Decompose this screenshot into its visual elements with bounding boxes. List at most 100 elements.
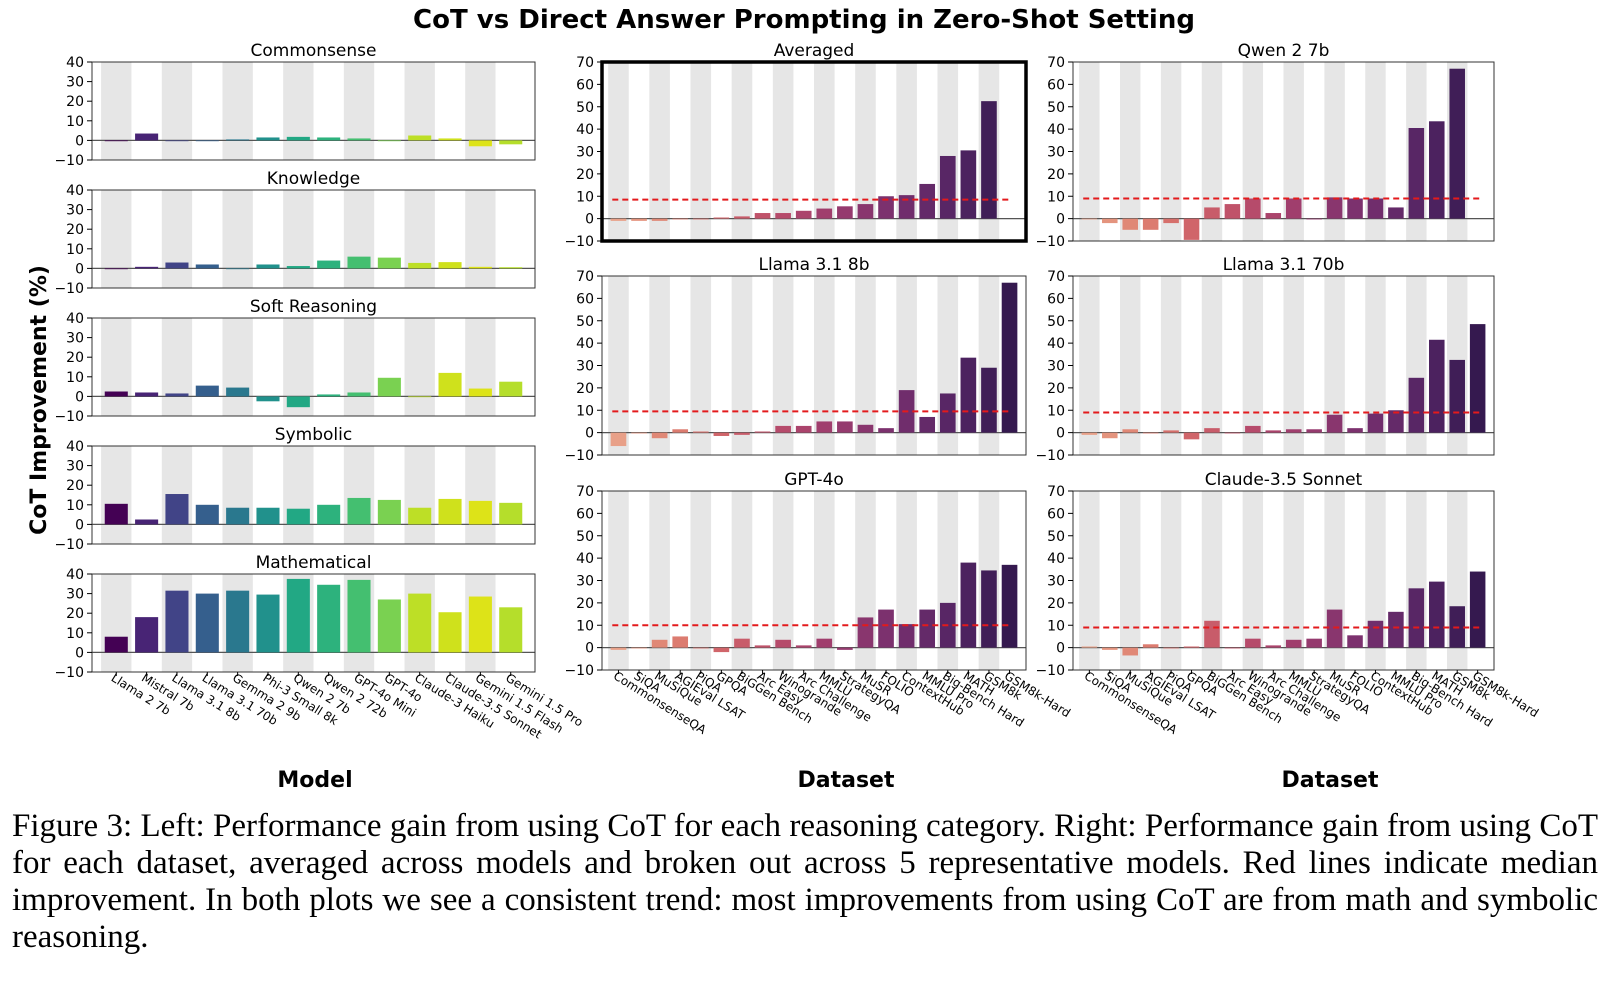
y-tick-label: 50 — [576, 100, 594, 116]
band-shading — [283, 62, 314, 160]
bar — [256, 507, 280, 525]
bar — [408, 135, 432, 141]
chart-panel: −10 0 10 20 30 40 Symbolic — [54, 425, 536, 553]
left-x-axis-label: Model — [277, 768, 352, 793]
y-tick-label: −10 — [564, 663, 594, 679]
band-shading — [731, 62, 753, 241]
bar — [1367, 198, 1384, 219]
y-tick-label: −10 — [1035, 448, 1065, 464]
y-tick-label: 50 — [1047, 314, 1065, 330]
bar — [1449, 359, 1465, 433]
bar — [1001, 564, 1018, 648]
panel-title: Mathematical — [256, 553, 372, 573]
band-shading — [1120, 491, 1141, 670]
bar — [1183, 646, 1200, 648]
bar — [499, 607, 523, 653]
band-shading — [608, 276, 629, 455]
bar — [919, 183, 936, 219]
bar — [1326, 609, 1343, 648]
y-tick-label: 0 — [585, 426, 594, 442]
bar — [1142, 218, 1159, 230]
bar — [499, 140, 523, 145]
bar — [1285, 639, 1302, 648]
chart-panels: −10 0 10 20 30 40 Commonsense −10 0 10 20 30 40 Knowl… — [54, 41, 1541, 742]
bar — [104, 268, 128, 270]
band-shading — [465, 190, 496, 288]
y-tick-label: 10 — [66, 114, 84, 130]
bar — [135, 617, 159, 653]
bar — [1183, 218, 1200, 240]
band-shading — [608, 491, 629, 670]
bar — [438, 372, 462, 397]
band-shading — [343, 318, 375, 416]
bar — [878, 196, 894, 219]
y-tick-label: 30 — [66, 331, 84, 347]
bar — [734, 216, 750, 219]
bar — [377, 499, 401, 525]
bar — [898, 195, 915, 219]
bar — [195, 140, 219, 142]
bar — [1449, 68, 1465, 219]
bar — [1142, 644, 1159, 648]
bar — [256, 137, 280, 141]
bar — [1122, 218, 1138, 230]
y-tick-label: 50 — [576, 529, 594, 545]
bar — [1429, 339, 1445, 433]
y-tick-label: 20 — [66, 350, 84, 366]
bar — [1388, 207, 1404, 219]
band-shading — [1160, 491, 1182, 670]
bar — [1245, 638, 1261, 648]
bar — [960, 357, 977, 433]
chart-panel: −10 0 10 20 30 40 50 60 70 Qwen 2 7b — [1035, 41, 1495, 250]
y-tick-label: 20 — [66, 606, 84, 622]
plot-frame — [91, 445, 536, 545]
band-shading — [1160, 62, 1182, 241]
y-tick-label: 20 — [1047, 167, 1065, 183]
band-shading — [343, 62, 375, 160]
bar — [1429, 121, 1445, 219]
bar — [1306, 638, 1322, 648]
y-tick-label: 40 — [1047, 122, 1065, 138]
band-shading — [1201, 276, 1223, 455]
band-shading — [222, 446, 253, 544]
band-shading — [161, 62, 193, 160]
bar — [610, 432, 627, 447]
bar — [408, 396, 432, 398]
band-shading — [101, 446, 132, 544]
bar — [837, 206, 853, 219]
band-shading — [161, 190, 193, 288]
bar — [499, 381, 523, 397]
y-tick-label: 10 — [576, 189, 594, 205]
y-tick-label: 0 — [1056, 426, 1065, 442]
bar — [610, 647, 627, 650]
y-tick-label: 0 — [75, 645, 84, 661]
y-tick-label: −10 — [54, 153, 84, 169]
band-shading — [222, 318, 253, 416]
bar — [1081, 432, 1098, 435]
y-tick-label: −10 — [1035, 663, 1065, 679]
y-tick-label: 60 — [1047, 291, 1065, 307]
band-shading — [814, 62, 835, 241]
band-shading — [649, 62, 670, 241]
bar — [438, 612, 462, 653]
y-tick-label: −10 — [1035, 234, 1065, 250]
bar — [1469, 324, 1486, 433]
bar — [226, 507, 250, 525]
bar — [377, 377, 401, 397]
bar — [104, 636, 128, 653]
band-shading — [1242, 491, 1264, 670]
bar — [692, 431, 709, 433]
bar — [898, 624, 915, 648]
bar — [775, 639, 791, 648]
bar — [919, 416, 936, 433]
band-shading — [731, 276, 753, 455]
figure-caption: Figure 3: Left: Performance gain from us… — [12, 808, 1598, 955]
bar — [226, 387, 250, 397]
y-tick-label: 10 — [66, 242, 84, 258]
y-tick-label: 10 — [1047, 189, 1065, 205]
bar — [1347, 428, 1363, 433]
bar — [1285, 429, 1302, 433]
bar — [468, 140, 492, 147]
bar — [1306, 429, 1322, 433]
